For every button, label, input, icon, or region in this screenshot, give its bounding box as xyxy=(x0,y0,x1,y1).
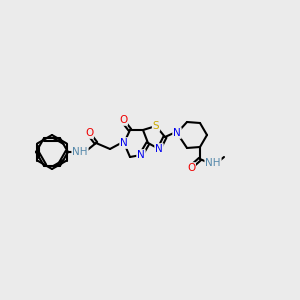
Text: N: N xyxy=(155,144,163,154)
Text: NH: NH xyxy=(205,158,221,168)
Text: NH: NH xyxy=(72,147,88,157)
Text: O: O xyxy=(187,163,195,173)
Text: O: O xyxy=(85,128,93,138)
Text: N: N xyxy=(137,150,145,160)
Text: N: N xyxy=(173,128,181,138)
Text: O: O xyxy=(119,115,127,125)
Text: N: N xyxy=(120,138,128,148)
Text: S: S xyxy=(153,121,159,131)
